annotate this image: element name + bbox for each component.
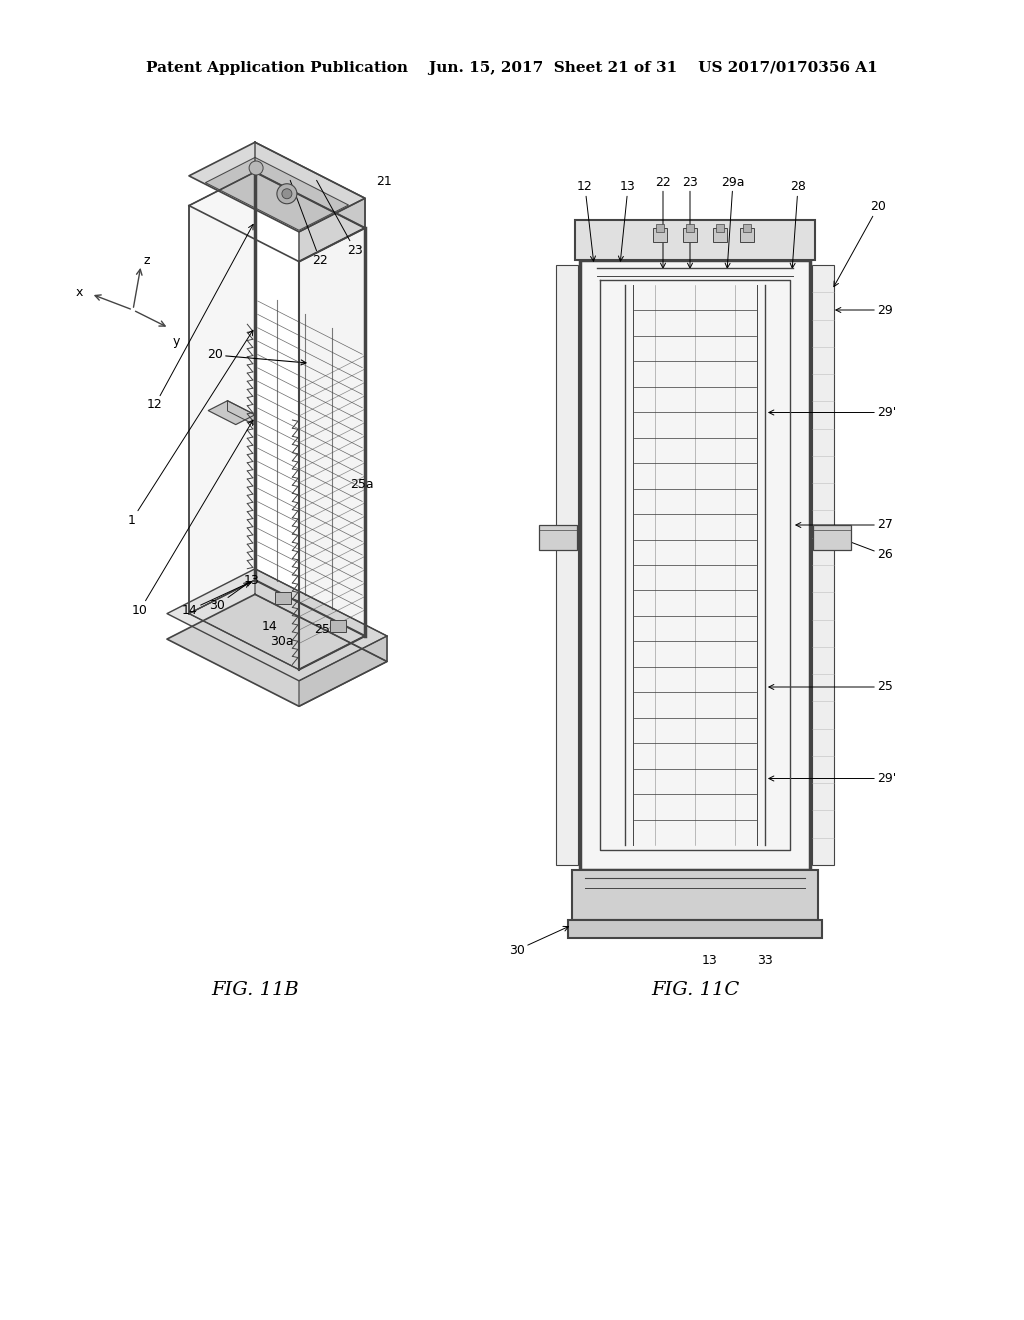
Text: 13: 13 [702, 953, 718, 966]
Text: 30a: 30a [270, 635, 294, 648]
FancyBboxPatch shape [556, 265, 578, 865]
Text: 29': 29' [769, 772, 896, 785]
FancyBboxPatch shape [713, 228, 727, 242]
Text: 22: 22 [655, 176, 671, 268]
FancyBboxPatch shape [813, 525, 851, 550]
Text: 21: 21 [376, 174, 391, 187]
FancyBboxPatch shape [568, 920, 822, 939]
Text: FIG. 11C: FIG. 11C [651, 981, 739, 999]
Text: 22: 22 [290, 181, 328, 267]
FancyBboxPatch shape [539, 525, 577, 550]
FancyBboxPatch shape [683, 228, 697, 242]
Polygon shape [167, 594, 387, 706]
Text: FIG. 11B: FIG. 11B [211, 981, 299, 999]
Polygon shape [206, 157, 348, 230]
Polygon shape [299, 198, 365, 261]
Text: 26: 26 [836, 536, 893, 561]
Text: 29: 29 [836, 304, 893, 317]
Text: 30: 30 [509, 927, 568, 957]
Polygon shape [227, 401, 255, 425]
Text: 13: 13 [244, 573, 260, 586]
FancyBboxPatch shape [743, 224, 751, 232]
Text: 12: 12 [147, 224, 253, 412]
FancyBboxPatch shape [580, 260, 810, 870]
Polygon shape [189, 143, 365, 232]
Text: 1: 1 [128, 330, 253, 527]
Polygon shape [189, 172, 255, 614]
Text: 13: 13 [618, 181, 636, 261]
Polygon shape [167, 569, 387, 681]
Text: 30: 30 [209, 582, 249, 611]
FancyBboxPatch shape [653, 228, 667, 242]
Polygon shape [189, 579, 365, 669]
FancyBboxPatch shape [572, 870, 818, 920]
Text: 25: 25 [769, 681, 893, 693]
Text: 29a: 29a [721, 176, 744, 268]
FancyBboxPatch shape [274, 593, 291, 605]
Text: 33: 33 [757, 953, 773, 966]
FancyBboxPatch shape [740, 228, 754, 242]
FancyBboxPatch shape [686, 224, 694, 232]
Polygon shape [299, 636, 387, 706]
FancyBboxPatch shape [716, 224, 724, 232]
Text: 14: 14 [262, 619, 278, 632]
Text: 14: 14 [182, 581, 252, 616]
Text: Patent Application Publication    Jun. 15, 2017  Sheet 21 of 31    US 2017/01703: Patent Application Publication Jun. 15, … [146, 61, 878, 75]
Text: 25b: 25b [313, 623, 338, 636]
Circle shape [249, 161, 263, 176]
Text: 12: 12 [578, 181, 596, 261]
FancyBboxPatch shape [330, 620, 345, 632]
Polygon shape [208, 401, 255, 425]
Polygon shape [299, 228, 365, 669]
Text: 25a: 25a [350, 478, 374, 491]
Text: y: y [172, 335, 179, 348]
Text: 28: 28 [791, 181, 806, 268]
Text: 29': 29' [769, 407, 896, 418]
FancyBboxPatch shape [575, 220, 815, 260]
Text: 27: 27 [796, 519, 893, 532]
Text: 23: 23 [682, 176, 698, 268]
Text: 20: 20 [834, 201, 886, 286]
Polygon shape [255, 569, 387, 661]
FancyBboxPatch shape [656, 224, 664, 232]
Text: 10: 10 [132, 420, 253, 616]
Polygon shape [255, 143, 365, 228]
Circle shape [276, 183, 297, 203]
Text: 23: 23 [316, 181, 362, 256]
Circle shape [282, 189, 292, 199]
Text: x: x [76, 285, 83, 298]
Text: 20: 20 [207, 348, 306, 364]
Text: z: z [143, 253, 150, 267]
FancyBboxPatch shape [812, 265, 834, 865]
